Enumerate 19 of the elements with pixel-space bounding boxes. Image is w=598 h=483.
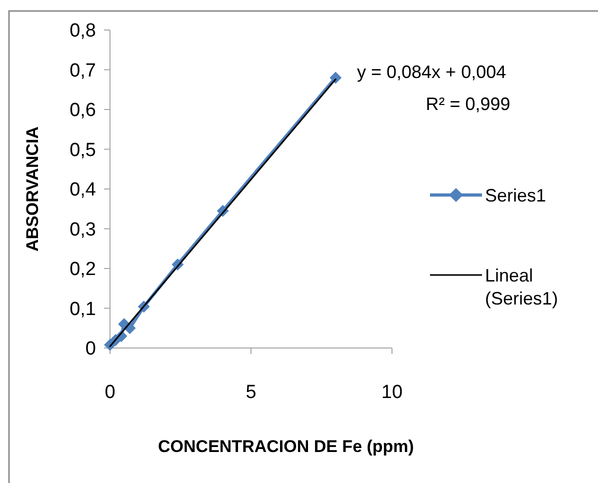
- x-tick-label: 10: [381, 382, 403, 403]
- legend-label: Series1: [485, 185, 546, 206]
- legend-label: Lineal (Series1): [485, 265, 558, 309]
- point: [330, 72, 342, 84]
- y-tick-label: 0,6: [70, 100, 96, 122]
- y-tick-label: 0,2: [70, 259, 96, 280]
- y-tick-label: 0,1: [70, 298, 96, 320]
- x-tick-label: 0: [104, 382, 116, 403]
- y-axis-title: ABSORVANCIA: [23, 126, 42, 252]
- y-tick-label: 0,8: [70, 20, 96, 42]
- y-tick-label: 0,5: [70, 140, 96, 161]
- x-axis-title: CONCENTRACION DE Fe (ppm): [158, 437, 414, 456]
- y-tick-label: 0,3: [70, 219, 96, 240]
- y-tick-label: 0,4: [70, 180, 96, 201]
- annotation: y = 0,084x + 0,004: [357, 62, 506, 82]
- text: R² = 0,999: [426, 94, 510, 114]
- y-tick-label: 0,7: [70, 60, 96, 82]
- y-tick-label: 0: [85, 338, 96, 360]
- x-tick-label: 5: [246, 382, 256, 403]
